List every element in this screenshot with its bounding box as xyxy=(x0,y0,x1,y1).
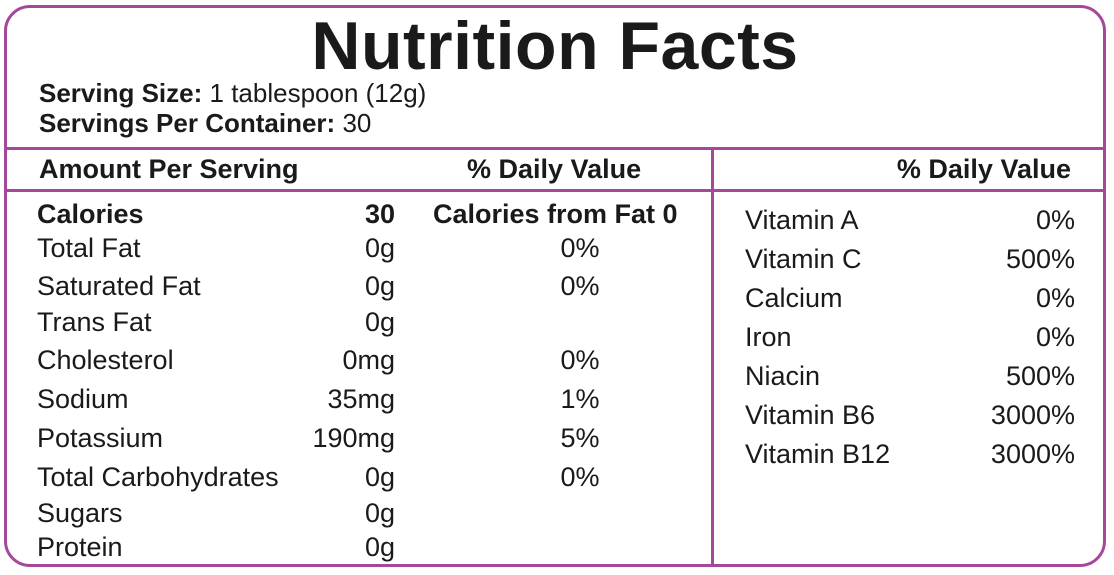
nutrient-label: Sodium xyxy=(37,384,129,414)
servings-per-container-label: Servings Per Container: xyxy=(39,108,336,138)
nutrient-amount: 0g xyxy=(364,233,395,263)
vitamin-daily-value: 3000% xyxy=(990,439,1075,469)
nutrient-amount: 35mg xyxy=(327,384,395,414)
nutrient-daily-value: 1% xyxy=(560,384,600,414)
vitamin-label: Vitamin B6 xyxy=(745,400,876,430)
nutrient-daily-value: 0% xyxy=(560,233,600,263)
vitamin-label: Calcium xyxy=(745,283,843,313)
nutrient-amount: 0g xyxy=(364,532,395,562)
nutrient-amount: 0g xyxy=(364,271,395,301)
nutrient-daily-value: 0% xyxy=(560,345,600,375)
nutrient-amount: 0g xyxy=(364,462,395,492)
nutrient-amount: 0g xyxy=(364,498,395,528)
nutrient-amount: 0g xyxy=(364,307,395,337)
nutrient-label: Total Carbohydrates xyxy=(37,462,279,492)
nutrition-label: Nutrition Facts Serving Size: 1 tablespo… xyxy=(4,5,1106,567)
vitamin-label: Vitamin A xyxy=(745,205,859,235)
nutrient-label: Saturated Fat xyxy=(37,271,201,301)
nutrient-label: Cholesterol xyxy=(37,345,174,375)
header-amount-per-serving: Amount Per Serving xyxy=(39,154,299,184)
vitamin-daily-value: 500% xyxy=(1005,361,1075,391)
header-daily-value-left: % Daily Value xyxy=(467,154,642,184)
vitamin-daily-value: 0% xyxy=(1035,322,1075,352)
nutrient-amount: 190mg xyxy=(312,423,395,453)
nutrient-label: Potassium xyxy=(37,423,164,453)
calories-value: 30 xyxy=(364,199,395,229)
vitamin-daily-value: 0% xyxy=(1035,205,1075,235)
vitamin-label: Vitamin B12 xyxy=(745,439,891,469)
label-title: Nutrition Facts xyxy=(311,8,799,84)
nutrient-daily-value: 0% xyxy=(560,462,600,492)
nutrient-amount: 0mg xyxy=(342,345,395,375)
serving-size-value: 1 tablespoon (12g) xyxy=(209,78,427,108)
vitamin-label: Vitamin C xyxy=(745,244,862,274)
divider-header xyxy=(7,189,1103,192)
nutrient-label: Total Fat xyxy=(37,233,141,263)
nutrient-label: Sugars xyxy=(37,498,123,528)
serving-size-label: Serving Size: xyxy=(39,78,203,108)
serving-size: Serving Size: 1 tablespoon (12g) xyxy=(39,78,426,108)
nutrient-daily-value: 0% xyxy=(560,271,600,301)
divider-vertical xyxy=(711,147,714,564)
nutrient-label: Protein xyxy=(37,532,123,562)
vitamin-label: Niacin xyxy=(745,361,821,391)
calories-from-fat: Calories from Fat 0 xyxy=(433,199,678,229)
vitamin-daily-value: 0% xyxy=(1035,283,1075,313)
divider-top xyxy=(7,147,1103,150)
calories-label: Calories xyxy=(37,199,144,229)
vitamin-label: Iron xyxy=(745,322,792,352)
vitamin-daily-value: 3000% xyxy=(990,400,1075,430)
header-daily-value-right: % Daily Value xyxy=(896,154,1071,184)
nutrient-daily-value: 5% xyxy=(560,423,600,453)
servings-per-container: Servings Per Container: 30 xyxy=(39,108,371,138)
servings-per-container-value: 30 xyxy=(342,108,372,138)
vitamin-daily-value: 500% xyxy=(1005,244,1075,274)
nutrient-label: Trans Fat xyxy=(37,307,152,337)
